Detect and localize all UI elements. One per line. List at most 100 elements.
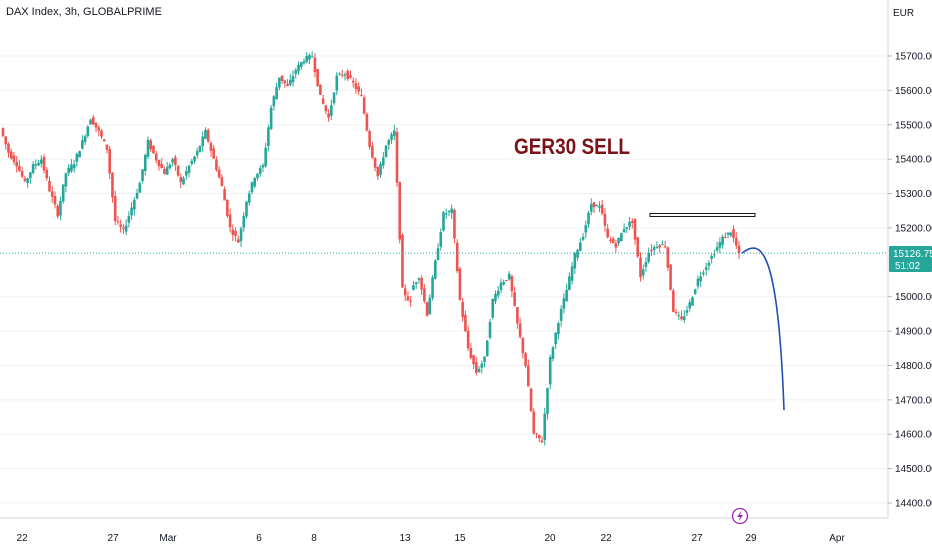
candle-body [652, 247, 656, 251]
candle-body [658, 245, 661, 248]
time-tick-label: 27 [691, 533, 703, 544]
symbol-info: DAX Index, 3h, GLOBALPRIME [6, 6, 162, 18]
candle-body [674, 311, 678, 313]
candle-body [102, 139, 106, 142]
candle-body [264, 147, 267, 167]
candle-body [425, 302, 429, 316]
candle-body [548, 357, 552, 385]
lightning-bolt-icon[interactable] [731, 507, 749, 525]
candle-body [707, 263, 711, 266]
candle-body [234, 230, 237, 236]
candle-body [633, 218, 637, 240]
candle-body [414, 282, 418, 285]
candle-body [589, 204, 593, 212]
candle-body [149, 140, 153, 150]
candle-body [532, 411, 536, 434]
candle-body [179, 176, 183, 183]
candle-body [592, 202, 596, 208]
candle-body [9, 151, 13, 159]
candle-body [204, 129, 207, 139]
candle-body [639, 257, 642, 278]
time-tick-label: 29 [745, 533, 757, 544]
candle-body [455, 242, 459, 272]
time-axis[interactable]: 22 27 Mar 6 8 13 15 20 22 27 29 Apr [16, 533, 845, 544]
candle-body [354, 83, 358, 90]
candle-body [630, 221, 634, 223]
candle-body [614, 243, 618, 248]
candle-body [176, 165, 180, 176]
candle-body [543, 413, 547, 440]
candle-body [48, 180, 51, 192]
candle-body [373, 157, 377, 168]
candle-body [349, 75, 352, 78]
candle-body [718, 242, 722, 248]
candle-body [737, 245, 741, 254]
candle-body [182, 178, 185, 185]
candle-body [283, 80, 287, 84]
candle-body [376, 166, 380, 177]
candle-body [138, 183, 142, 193]
price-tick-label: 14800.00 [895, 361, 932, 372]
candle-body [37, 162, 40, 166]
candle-body [685, 310, 689, 313]
candle-body [480, 363, 484, 368]
candle-body [475, 362, 478, 373]
candle-body [494, 293, 497, 302]
candle-body [403, 288, 407, 296]
candle-body [461, 301, 464, 318]
price-tick-label: 15000.00 [895, 292, 932, 303]
candle-body [42, 156, 46, 171]
candle-body [206, 129, 210, 142]
candle-body [510, 276, 514, 292]
candle-body [729, 232, 733, 236]
candle-body [313, 57, 317, 73]
candle-body [64, 173, 68, 187]
candle-body [384, 145, 388, 157]
candle-body [439, 232, 443, 247]
candle-body [297, 64, 300, 72]
price-tick-label: 14600.00 [895, 430, 932, 441]
candle-body [466, 330, 470, 349]
candle-body [669, 264, 672, 290]
resistance-zone-box [649, 212, 756, 217]
candle-body [332, 92, 336, 104]
time-tick-label: 27 [107, 533, 119, 544]
price-tick-label: 15600.00 [895, 86, 932, 97]
candle-body [401, 234, 404, 288]
time-tick-label: 6 [256, 533, 262, 544]
candle-body [540, 440, 544, 443]
projection-curve [741, 247, 785, 411]
candle-body [174, 157, 177, 166]
candle-body [677, 315, 681, 317]
candle-body [343, 74, 347, 76]
time-tick-label: 22 [600, 533, 612, 544]
candle-body [433, 260, 437, 279]
price-tick-label: 15200.00 [895, 223, 932, 234]
candle-body [557, 323, 560, 335]
candle-body [237, 239, 240, 243]
candle-body [696, 278, 700, 287]
candle-body [245, 201, 248, 217]
candle-body [431, 277, 434, 299]
candle-body [215, 159, 218, 170]
candle-body [253, 178, 257, 187]
candle-body [507, 273, 511, 280]
price-axis[interactable]: 15700.00 15600.00 15500.00 15400.00 15300.00… [888, 52, 932, 510]
candle-body [321, 98, 325, 104]
candle-body [518, 323, 522, 337]
candle-body [143, 154, 147, 171]
price-tick-label: 15400.00 [895, 155, 932, 166]
candle-body [488, 321, 492, 338]
candle-body [499, 282, 503, 290]
candle-body [261, 165, 265, 168]
candle-body [316, 69, 319, 86]
candle-body [472, 355, 475, 365]
candle-body [436, 248, 440, 261]
price-tick-label: 15700.00 [895, 52, 932, 63]
candle-body [485, 340, 489, 357]
candle-body [299, 62, 303, 68]
candle-body [70, 164, 73, 172]
candle-body [734, 237, 738, 246]
